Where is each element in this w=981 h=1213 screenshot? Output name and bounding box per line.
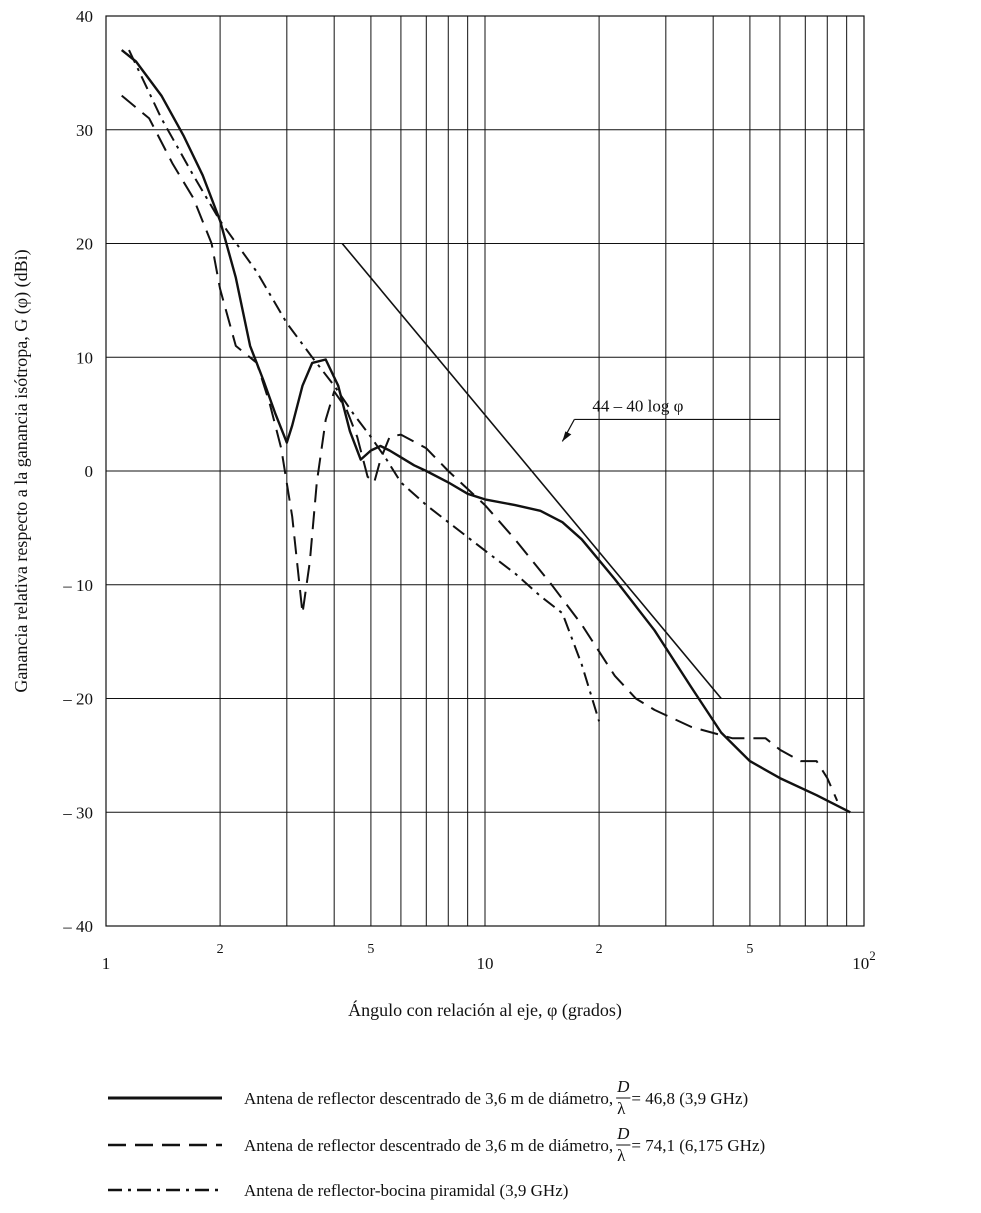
legend-fraction-denominator: λ <box>617 1146 626 1165</box>
legend-label: Antena de reflector-bocina piramidal (3,… <box>244 1181 568 1200</box>
series-line-1 <box>120 49 851 814</box>
legend-label: Antena de reflector descentrado de 3,6 m… <box>244 1089 613 1108</box>
legend-fraction-numerator: D <box>616 1124 630 1143</box>
x-tick-label: 1 <box>102 954 111 973</box>
y-tick-label: – 20 <box>62 690 93 709</box>
y-tick-label: 0 <box>85 462 94 481</box>
y-axis-ticks: 40 30 20 10 0 – 10 – 20 – 30 – 40 <box>62 7 93 936</box>
legend-label-value: = 46,8 (3,9 GHz) <box>631 1089 748 1108</box>
legend-item-1: Antena de reflector descentrado de 3,6 m… <box>244 1077 748 1118</box>
series-lines <box>120 49 851 814</box>
x-minor-tick-label: 5 <box>367 942 374 957</box>
x-tick-label: 10 <box>477 954 494 973</box>
y-tick-label: 10 <box>76 348 93 367</box>
series-line-2 <box>121 94 839 802</box>
legend-fraction-numerator: D <box>616 1077 630 1096</box>
legend-item-2: Antena de reflector descentrado de 3,6 m… <box>244 1124 765 1165</box>
x-axis-label: Ángulo con relación al eje, φ (grados) <box>348 999 622 1021</box>
y-tick-label: – 40 <box>62 917 93 936</box>
annotation-label: 44 – 40 log φ <box>592 396 683 415</box>
y-tick-label: 20 <box>76 235 93 254</box>
legend: Antena de reflector descentrado de 3,6 m… <box>108 1077 765 1200</box>
grid-lines <box>106 16 864 926</box>
annotation: 44 – 40 log φ <box>341 242 780 700</box>
x-minor-tick-label: 2 <box>596 942 603 957</box>
x-minor-tick-label: 5 <box>746 942 753 957</box>
annotation-arrowhead <box>562 431 572 442</box>
y-tick-label: 30 <box>76 121 93 140</box>
series-line-3 <box>128 49 601 722</box>
x-tick-label: 102 <box>852 948 876 973</box>
y-axis-label: Ganancia relativa respecto a la ganancia… <box>11 249 32 692</box>
legend-label-value: = 74,1 (6,175 GHz) <box>631 1136 765 1155</box>
y-tick-label: – 30 <box>62 803 93 822</box>
x-minor-tick-label: 2 <box>217 942 224 957</box>
y-tick-label: – 10 <box>62 576 93 595</box>
legend-fraction-denominator: λ <box>617 1099 626 1118</box>
x-tick-exponent: 2 <box>869 948 876 963</box>
y-tick-label: 40 <box>76 7 93 26</box>
legend-item-3: Antena de reflector-bocina piramidal (3,… <box>244 1181 568 1200</box>
reference-line <box>341 242 722 700</box>
legend-label: Antena de reflector descentrado de 3,6 m… <box>244 1136 613 1155</box>
plot-area-frame <box>105 15 865 927</box>
